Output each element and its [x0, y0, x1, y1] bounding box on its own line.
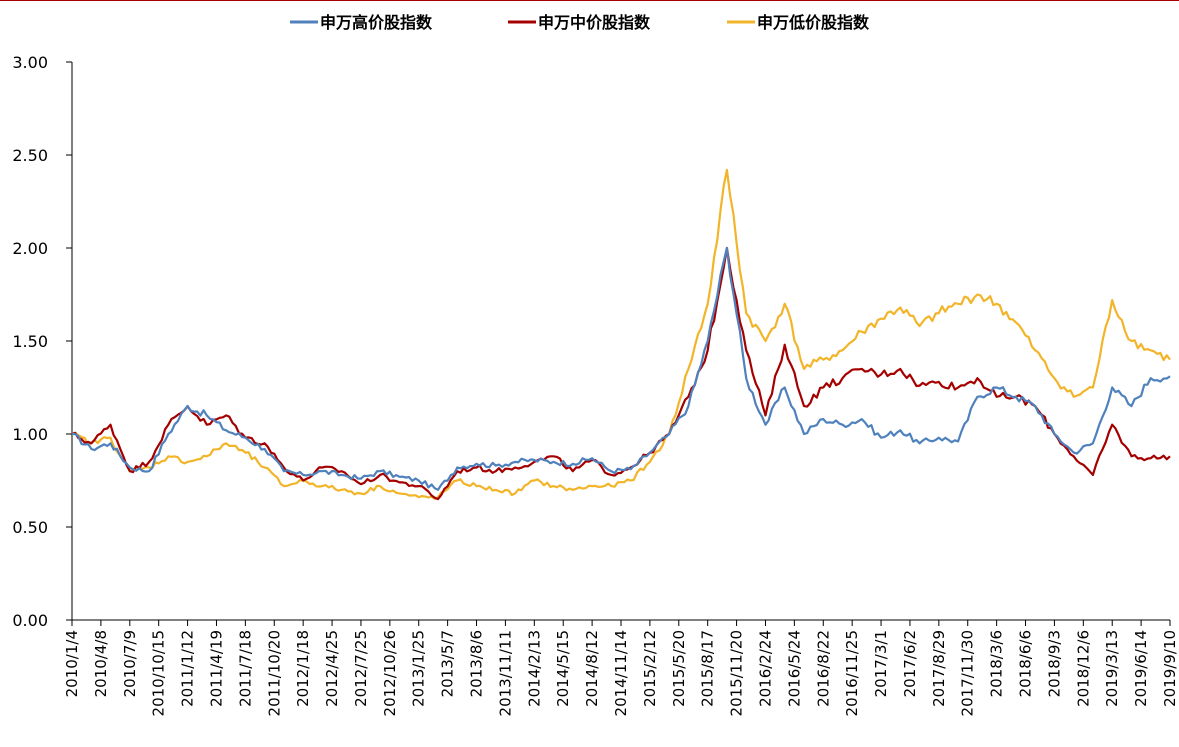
x-tick-label: 2019/6/14	[1132, 630, 1150, 707]
series-layer	[71, 168, 1171, 501]
x-tick-label: 2010/4/8	[92, 630, 110, 697]
x-tick-label: 2016/2/24	[756, 630, 774, 707]
x-tick-label: 2014/5/15	[554, 630, 572, 707]
y-tick-label: 1.00	[12, 425, 48, 444]
x-tick-label: 2013/11/11	[496, 630, 514, 716]
x-tick-label: 2015/2/12	[641, 630, 659, 707]
x-tick-label: 2018/3/6	[988, 630, 1006, 697]
y-tick-label: 2.00	[12, 239, 48, 258]
x-tick-label: 2017/8/29	[930, 630, 948, 707]
y-tick-label: 0.50	[12, 518, 48, 537]
legend-item-high-price: 申万高价股指数	[290, 13, 433, 32]
x-tick-label: 2013/1/25	[410, 630, 428, 707]
x-tick-label: 2015/11/20	[728, 630, 746, 716]
y-axis: 0.00 0.50 1.00 1.50 2.00 2.50 3.00	[12, 53, 73, 630]
x-tick-label: 2012/1/18	[294, 630, 312, 707]
x-tick-label: 2015/8/17	[699, 630, 717, 707]
x-tick-label: 2016/11/25	[843, 630, 861, 716]
legend-item-low-price: 申万低价股指数	[727, 13, 870, 32]
x-tick-label: 2016/8/22	[814, 630, 832, 707]
x-tick-label: 2019/3/13	[1103, 630, 1121, 707]
x-tick-label: 2017/6/2	[901, 630, 919, 697]
x-tick-label: 2011/4/19	[207, 630, 225, 707]
x-tick-label: 2019/9/10	[1161, 630, 1179, 707]
x-tick-label: 2013/8/6	[468, 630, 486, 697]
x-tick-label: 2010/1/4	[63, 630, 81, 697]
x-tick-label: 2013/5/7	[439, 630, 457, 697]
series-line-1	[71, 246, 1171, 501]
legend-label-low-price: 申万低价股指数	[757, 13, 870, 32]
x-tick-label: 2010/10/15	[150, 630, 168, 716]
x-tick-label: 2018/6/6	[1017, 630, 1035, 697]
legend-label-high-price: 申万高价股指数	[320, 13, 433, 32]
x-tick-label: 2011/1/12	[179, 630, 197, 707]
x-tick-label: 2018/9/3	[1045, 630, 1063, 697]
legend-label-mid-price: 申万中价股指数	[538, 13, 651, 32]
y-tick-label: 1.50	[12, 332, 48, 351]
y-tick-label: 2.50	[12, 146, 48, 165]
series-line-2	[71, 168, 1171, 500]
x-tick-label: 2014/8/12	[583, 630, 601, 707]
x-tick-label: 2014/2/13	[525, 630, 543, 707]
x-tick-label: 2014/11/14	[612, 630, 630, 716]
x-tick-label: 2012/4/25	[323, 630, 341, 707]
x-tick-label: 2016/5/24	[785, 630, 803, 707]
x-tick-label: 2015/5/20	[670, 630, 688, 707]
y-tick-label: 3.00	[12, 53, 48, 72]
x-tick-label: 2018/12/6	[1074, 630, 1092, 707]
x-tick-label: 2017/3/1	[872, 630, 890, 697]
series-line-0	[72, 246, 1171, 491]
x-tick-label: 2011/10/20	[265, 630, 283, 716]
x-tick-label: 2012/7/25	[352, 630, 370, 707]
x-tick-label: 2011/7/18	[236, 630, 254, 707]
y-tick-label: 0.00	[12, 611, 48, 630]
x-tick-label: 2012/10/26	[381, 630, 399, 716]
x-axis: 2010/1/4 2010/4/8 2010/7/9 2010/10/15 2011/1…	[63, 619, 1179, 716]
legend-item-mid-price: 申万中价股指数	[508, 13, 651, 32]
x-tick-label: 2010/7/9	[121, 630, 139, 697]
legend: 申万高价股指数 申万中价股指数 申万低价股指数	[290, 13, 870, 32]
x-tick-label: 2017/11/30	[959, 630, 977, 716]
